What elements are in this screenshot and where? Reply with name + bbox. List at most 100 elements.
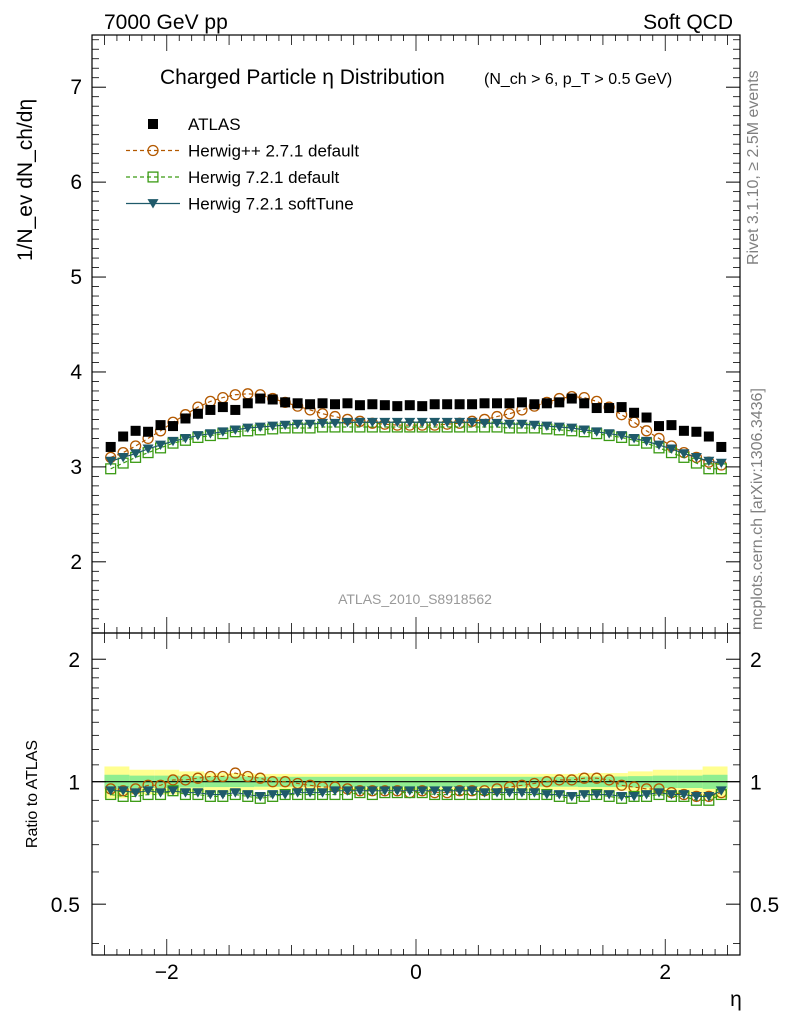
main-y-tick-label: 7 — [70, 76, 82, 99]
ratio-plot-area — [92, 766, 740, 806]
ratio-point-herwig-7-2-1-softtune — [578, 790, 590, 800]
point-atlas — [205, 404, 216, 415]
point-atlas — [554, 397, 565, 408]
rivet-version-label: Rivet 3.1.10, ≥ 2.5M events — [745, 70, 762, 265]
ratio-point-herwig-7-2-1-softtune — [616, 792, 628, 802]
point-atlas — [330, 399, 340, 410]
main-y-tick-label: 5 — [70, 266, 82, 289]
ratio-point-herwig-7-2-1-softtune — [379, 786, 391, 796]
main-subtitle: (N_ch > 6, p_T > 0.5 GeV) — [484, 71, 672, 88]
point-herwig-7-2-1-softtune — [641, 436, 653, 447]
main-y-tick-label: 4 — [70, 361, 82, 384]
point-herwig-7-2-1-softtune — [366, 417, 378, 428]
point-atlas — [654, 421, 664, 432]
main-y-tick-label: 3 — [70, 456, 82, 479]
point-herwig-7-2-1-softtune — [354, 417, 366, 428]
point-herwig-7-2-1-softtune — [441, 417, 453, 428]
point-atlas — [267, 394, 278, 405]
point-atlas — [155, 420, 166, 431]
point-herwig-7-2-1-softtune — [242, 423, 254, 433]
ratio-point-herwig-7-2-1-softtune — [142, 786, 154, 796]
series-atlas — [105, 393, 727, 452]
legend-label: Herwig 7.2.1 default — [188, 168, 339, 187]
line-herwig-2-7-1-default — [110, 393, 722, 466]
point-herwig-2-7-1-default — [503, 408, 516, 420]
ratio-point-herwig-2-7-1-default — [603, 774, 615, 786]
point-atlas — [242, 398, 253, 409]
ratio-point-herwig-7-2-1-softtune — [130, 788, 142, 798]
point-atlas — [255, 393, 266, 404]
ratio-point-herwig-7-2-1-softtune — [179, 788, 191, 798]
point-herwig-7-2-1-softtune — [167, 436, 179, 447]
ratio-point-herwig-7-2-1-softtune — [391, 786, 403, 796]
ratio-point-herwig-7-2-1-softtune — [341, 786, 353, 796]
point-atlas — [579, 398, 590, 409]
ratio-point-herwig-2-7-1-default — [229, 767, 241, 779]
point-herwig-7-2-1-softtune — [678, 449, 690, 459]
point-herwig-7-2-1-softtune — [229, 425, 241, 435]
mcplots-source-label: mcplots.cern.ch [arXiv:1306.3436] — [749, 388, 766, 630]
ratio-y-tick-label-right: 2 — [750, 649, 762, 672]
point-atlas — [180, 413, 191, 424]
point-herwig-7-2-1-softtune — [404, 417, 416, 428]
point-atlas — [192, 408, 203, 419]
ratio-point-herwig-7-2-1-softtune — [217, 790, 229, 800]
point-herwig-7-2-1-softtune — [578, 425, 590, 435]
series-herwig-7-2-1-default — [105, 421, 727, 475]
series-herwig-2-7-1-default — [105, 388, 727, 471]
point-atlas — [442, 399, 453, 410]
ratio-point-herwig-7-2-1-softtune — [628, 792, 640, 802]
ratio-point-herwig-7-2-1-softtune — [591, 790, 603, 800]
ratio-point-herwig-7-2-1-softtune — [603, 790, 615, 800]
point-atlas — [691, 426, 702, 437]
ratio-axis-ticks: 0.5 0.5 1 1 2 2 −2 0 2 — [51, 633, 779, 984]
ratio-point-herwig-7-2-1-softtune — [466, 786, 478, 796]
point-herwig-7-2-1-softtune — [416, 417, 428, 428]
ratio-point-herwig-7-2-1-softtune — [292, 788, 304, 798]
ratio-point-herwig-7-2-1-softtune — [304, 788, 316, 798]
ratio-point-herwig-7-2-1-softtune — [105, 786, 117, 796]
ratio-point-herwig-2-7-1-default — [553, 774, 565, 786]
ratio-point-herwig-7-2-1-softtune — [329, 786, 341, 796]
point-atlas — [454, 399, 465, 410]
point-herwig-7-2-1-softtune — [603, 429, 615, 439]
point-atlas — [703, 431, 714, 442]
point-herwig-7-2-1-softtune — [479, 418, 491, 429]
point-herwig-7-2-1-softtune — [341, 417, 353, 428]
ratio-line-herwig-7-2-1-default — [110, 790, 722, 801]
legend-label: Herwig++ 2.7.1 default — [188, 142, 359, 161]
point-atlas — [591, 403, 602, 414]
legend: ATLAS Herwig++ 2.7.1 default Herwig 7.2.1 … — [126, 115, 359, 214]
point-atlas — [367, 399, 378, 410]
point-herwig-7-2-1-softtune — [503, 419, 515, 430]
point-atlas — [678, 425, 689, 436]
point-herwig-7-2-1-softtune — [204, 429, 216, 439]
point-atlas — [105, 441, 116, 452]
point-herwig-7-2-1-softtune — [653, 440, 665, 451]
legend-label: Herwig 7.2.1 softTune — [188, 195, 354, 214]
point-atlas — [516, 397, 527, 408]
point-herwig-7-2-1-softtune — [591, 427, 603, 437]
point-atlas — [616, 402, 627, 413]
point-atlas — [392, 401, 403, 412]
ratio-point-herwig-7-2-1-softtune — [715, 786, 727, 796]
ratio-point-herwig-2-7-1-default — [279, 776, 291, 788]
point-herwig-7-2-1-softtune — [192, 431, 204, 441]
point-herwig-7-2-1-softtune — [292, 419, 304, 430]
x-tick-label: 2 — [659, 961, 671, 984]
ratio-point-herwig-7-2-1-softtune — [479, 788, 491, 798]
ratio-point-herwig-7-2-1-softtune — [267, 790, 279, 800]
point-herwig-7-2-1-softtune — [491, 418, 503, 429]
ratio-point-herwig-7-2-1-softtune — [454, 786, 466, 796]
line-herwig-7-2-1-default — [110, 426, 722, 470]
legend-item-herwig-7-2-1-default: Herwig 7.2.1 default — [126, 168, 339, 187]
main-y-axis-label: 1/N_ev dN_ch/dη — [14, 99, 37, 261]
legend-item-atlas: ATLAS — [148, 115, 241, 134]
point-atlas — [479, 398, 490, 409]
ratio-point-herwig-7-2-1-softtune — [665, 790, 677, 800]
ratio-point-herwig-7-2-1-softtune — [242, 790, 254, 800]
ratio-point-herwig-7-2-1-softtune — [204, 790, 216, 800]
ratio-point-herwig-7-2-1-softtune — [678, 790, 690, 800]
point-atlas — [404, 400, 415, 411]
main-y-tick-label: 2 — [70, 551, 82, 574]
